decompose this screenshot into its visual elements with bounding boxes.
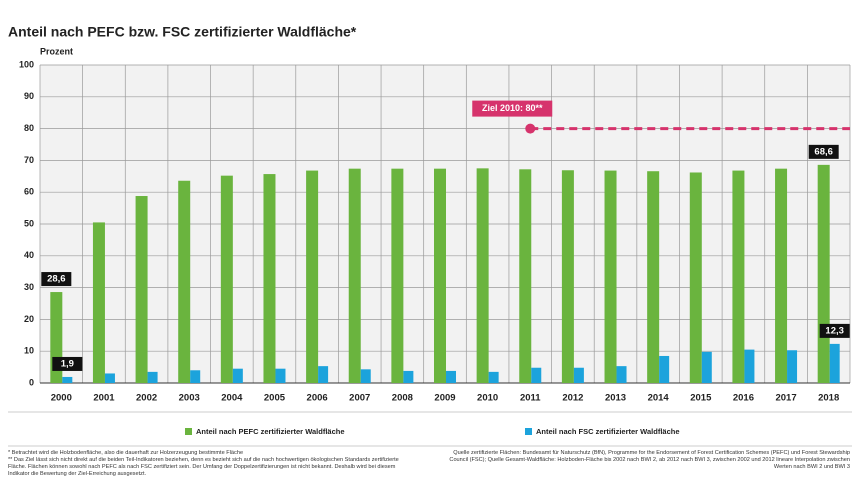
x-tick-label: 2016 (733, 393, 754, 404)
bar (135, 196, 148, 383)
x-tick-label: 2008 (392, 393, 413, 404)
target-dot (525, 123, 536, 134)
bar (817, 164, 830, 383)
y-tick-label: 10 (24, 346, 34, 356)
bar (62, 376, 73, 383)
footnote: Quelle zertifizierte Flächen: Bundesamt … (449, 450, 850, 470)
bar (604, 170, 617, 383)
bar (531, 367, 542, 383)
y-tick-label: 20 (24, 314, 34, 324)
x-tick-label: 2010 (477, 393, 498, 404)
x-tick-label: 2013 (605, 393, 626, 404)
bar (104, 373, 115, 383)
footnote: ** Das Ziel lässt sich nicht direkt auf … (8, 457, 399, 477)
bar (659, 355, 670, 383)
bar (446, 370, 456, 383)
bar (232, 368, 243, 383)
x-tick-label: 2000 (51, 393, 72, 404)
x-tick-label: 2007 (349, 393, 370, 404)
value-label-box (808, 144, 839, 159)
value-label-box (819, 323, 850, 338)
target-label-box (472, 100, 553, 117)
bar (488, 371, 499, 383)
legend-swatch (525, 428, 532, 435)
y-tick-label: 90 (24, 91, 34, 101)
y-tick-label: 60 (24, 187, 34, 197)
value-label: 28,6 (47, 274, 66, 285)
bar (689, 172, 702, 383)
x-tick-label: 2004 (221, 393, 243, 404)
legend-label: Anteil nach FSC zertifizierter Waldfläch… (536, 427, 680, 436)
bar (391, 168, 404, 383)
bar (92, 222, 105, 383)
y-tick-label: 40 (24, 250, 34, 260)
y-tick-label: 50 (24, 218, 34, 228)
x-tick-label: 2011 (520, 393, 541, 404)
bar (434, 168, 446, 383)
value-label: 1,9 (61, 358, 74, 369)
bar (476, 168, 489, 383)
target-label: Ziel 2010: 80** (482, 103, 543, 113)
bar (263, 174, 276, 383)
chart-title: Anteil nach PEFC bzw. FSC zertifizierter… (8, 24, 357, 40)
y-axis-label: Prozent (40, 46, 73, 56)
bar (561, 170, 574, 383)
x-tick-label: 2006 (307, 393, 328, 404)
value-label-box (52, 356, 83, 371)
bar (178, 180, 191, 383)
x-tick-label: 2003 (179, 393, 200, 404)
legend-label: Anteil nach PEFC zertifizierter Waldfläc… (196, 427, 345, 436)
footnotes-right: Quelle zertifizierte Flächen: Bundesamt … (440, 450, 850, 471)
legend-swatch (185, 428, 192, 435)
x-tick-label: 2009 (434, 393, 455, 404)
y-tick-label: 30 (24, 282, 34, 292)
value-label: 68,6 (814, 146, 833, 157)
bar (519, 169, 532, 383)
bar (403, 370, 414, 383)
y-tick-label: 70 (24, 155, 34, 165)
x-tick-label: 2005 (264, 393, 286, 404)
bar (787, 350, 798, 383)
y-tick-label: 100 (19, 59, 34, 69)
bar (829, 343, 840, 383)
bar (647, 171, 660, 383)
bar (360, 369, 371, 383)
bar (701, 351, 712, 383)
bar (573, 367, 584, 383)
value-label: 12,3 (825, 325, 844, 336)
x-tick-label: 2018 (818, 393, 839, 404)
y-tick-label: 80 (24, 123, 34, 133)
x-tick-label: 2017 (775, 393, 796, 404)
bar (732, 170, 745, 383)
x-tick-label: 2015 (690, 393, 712, 404)
y-tick-label: 0 (29, 377, 34, 387)
footnotes-left: * Betrachtet wird die Holzbodenfläche, a… (8, 450, 418, 478)
value-label-box (41, 272, 72, 287)
bar (190, 370, 201, 383)
bar (744, 349, 755, 383)
bar (775, 168, 788, 383)
bar (616, 366, 627, 383)
bar (275, 368, 286, 383)
bar (147, 371, 158, 383)
footnote: * Betrachtet wird die Holzbodenfläche, a… (8, 450, 244, 456)
x-tick-label: 2012 (562, 393, 583, 404)
bar (348, 168, 361, 383)
x-tick-label: 2001 (93, 393, 115, 404)
bar (318, 366, 329, 383)
x-tick-label: 2014 (648, 393, 670, 404)
bar (306, 170, 319, 383)
bar (220, 175, 233, 383)
x-tick-label: 2002 (136, 393, 157, 404)
chart: Anteil nach PEFC bzw. FSC zertifizierter… (8, 24, 852, 447)
